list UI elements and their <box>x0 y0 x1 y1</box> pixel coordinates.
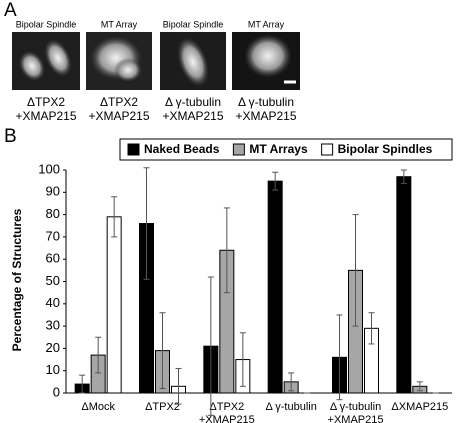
x-tick-label: Δ γ-tubulin <box>265 401 316 413</box>
y-tick-label: 90 <box>46 184 60 199</box>
bar <box>106 216 122 394</box>
legend-swatch <box>321 143 334 156</box>
error-bar <box>416 381 423 392</box>
error-bar <box>400 169 407 184</box>
array <box>114 58 142 82</box>
image-caption: Δ γ-tubulin <box>238 95 294 109</box>
image-title: MT Array <box>101 19 138 29</box>
x-tick-label: ΔTPX2 <box>209 401 244 413</box>
y-tick-label: 10 <box>46 362 60 377</box>
image-caption: ΔTPX2 <box>100 95 138 109</box>
y-tick-label: 80 <box>46 206 60 221</box>
y-tick-label: 70 <box>46 228 60 243</box>
error-bar <box>239 332 246 387</box>
image-caption: ΔTPX2 <box>27 95 65 109</box>
legend-label: Naked Beads <box>144 142 220 156</box>
y-tick-label: 60 <box>46 251 60 266</box>
error-bar <box>223 207 230 294</box>
x-tick-label: +XMAP215 <box>328 414 384 423</box>
image-caption: +XMAP215 <box>235 109 296 123</box>
y-tick-label: 100 <box>38 161 60 176</box>
image-caption: +XMAP215 <box>88 109 149 123</box>
image-title: MT Array <box>248 19 285 29</box>
micrograph-images <box>12 32 300 90</box>
image-title: Bipolar Spindle <box>163 19 224 29</box>
panel-label: A <box>4 0 17 21</box>
y-tick-label: 30 <box>46 318 60 333</box>
image-caption: +XMAP215 <box>15 109 76 123</box>
error-bar <box>336 314 343 401</box>
spindle <box>44 39 72 77</box>
image-caption: +XMAP215 <box>162 109 223 123</box>
error-bar <box>175 367 182 405</box>
error-bar <box>159 312 166 390</box>
x-tick-label: +XMAP215 <box>199 414 255 423</box>
y-axis-label: Percentage of Structures <box>10 208 24 351</box>
image-title: Bipolar Spindle <box>16 19 77 29</box>
x-tick-label: ΔTPX2 <box>145 401 180 413</box>
array <box>244 34 292 78</box>
y-tick-label: 50 <box>46 273 60 288</box>
bar <box>267 180 283 394</box>
x-tick-label: ΔXMAP215 <box>391 401 448 413</box>
y-tick-label: 0 <box>53 384 60 399</box>
error-bar <box>272 171 279 191</box>
bar <box>396 176 412 394</box>
error-bar <box>207 276 214 416</box>
panel-label: B <box>4 126 17 147</box>
error-bar <box>143 167 150 280</box>
error-bar <box>288 372 295 392</box>
legend-label: Bipolar Spindles <box>338 142 433 156</box>
x-tick-label: ΔMock <box>81 401 115 413</box>
error-bar <box>352 214 359 327</box>
spindle <box>18 50 46 82</box>
error-bar <box>111 196 118 238</box>
legend-label: MT Arrays <box>249 142 308 156</box>
x-tick-label: Δ γ-tubulin <box>330 401 381 413</box>
spindle <box>177 37 209 87</box>
error-bar <box>95 336 102 374</box>
legend-box <box>119 138 453 161</box>
error-bar <box>368 312 375 345</box>
legend-swatch <box>127 143 140 156</box>
y-tick-label: 40 <box>46 295 60 310</box>
y-tick-label: 20 <box>46 340 60 355</box>
image-caption: Δ γ-tubulin <box>165 95 221 109</box>
legend-swatch <box>232 143 245 156</box>
error-bar <box>79 374 86 394</box>
